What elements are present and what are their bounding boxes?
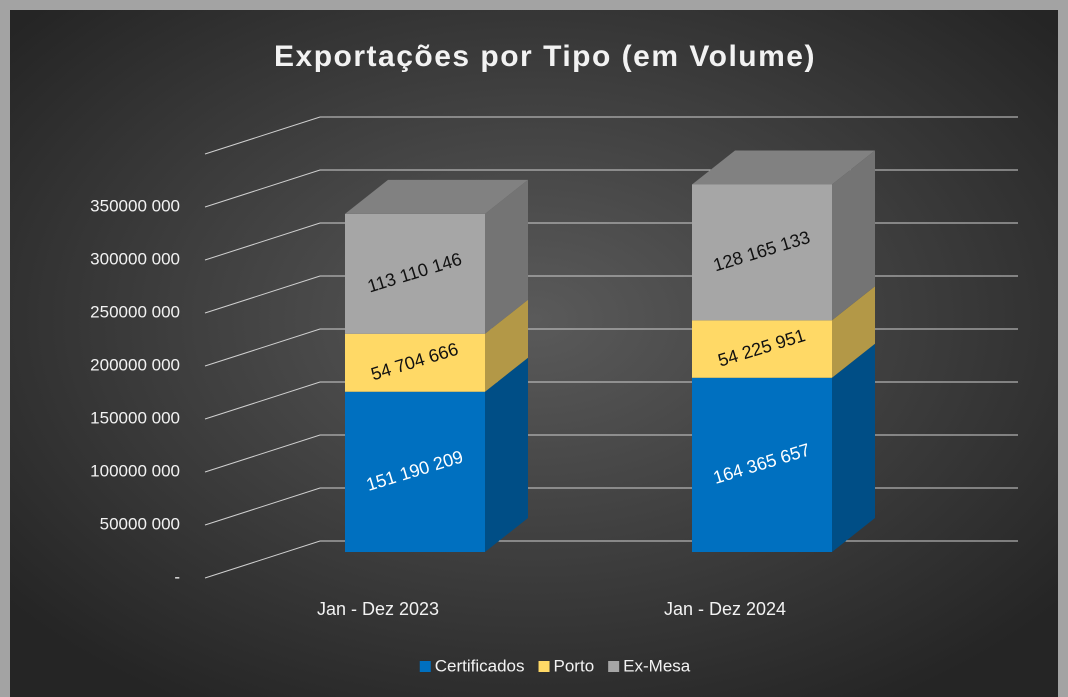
bar-side	[485, 357, 528, 552]
bar-segment	[692, 150, 875, 321]
y-tick-label: 200000 000	[90, 355, 180, 374]
bar-top	[692, 150, 875, 185]
y-tick-label: 250000 000	[90, 302, 180, 321]
bar-segment	[692, 286, 875, 378]
bar-top	[345, 179, 528, 214]
y-tick-label: 150000 000	[90, 408, 180, 427]
bar-front	[345, 213, 485, 334]
y-tick-label: 300000 000	[90, 249, 180, 268]
grid-line	[204, 116, 1018, 155]
bar-segment	[345, 357, 528, 552]
bar-side	[485, 179, 528, 334]
bar-side	[832, 343, 875, 552]
bar-segment	[692, 343, 875, 552]
bar-front	[345, 333, 485, 392]
bar-front	[692, 377, 832, 552]
x-tick-label: Jan - Dez 2024	[664, 599, 786, 619]
x-tick-label: Jan - Dez 2023	[317, 599, 439, 619]
legend-swatch	[538, 661, 550, 672]
bar-front	[692, 320, 832, 378]
legend-swatch	[419, 661, 431, 672]
bar-front	[345, 391, 485, 552]
legend-label: Ex-Mesa	[623, 656, 691, 675]
legend-swatch	[608, 661, 620, 672]
bar-side	[485, 299, 528, 392]
bar-segment	[345, 179, 528, 334]
chart-title: Exportações por Tipo (em Volume)	[274, 40, 816, 73]
bar-front	[692, 184, 832, 321]
legend-label: Certificados	[435, 656, 525, 675]
chart-background	[10, 10, 1058, 697]
bar-side	[832, 150, 875, 321]
y-tick-label: 100000 000	[90, 461, 180, 480]
y-tick-label: 50000 000	[100, 514, 180, 533]
legend-label: Porto	[554, 656, 595, 675]
bar-segment	[345, 299, 528, 392]
y-tick-label: 350000 000	[90, 196, 180, 215]
y-tick-label: -	[174, 567, 180, 586]
bar-side	[832, 286, 875, 378]
